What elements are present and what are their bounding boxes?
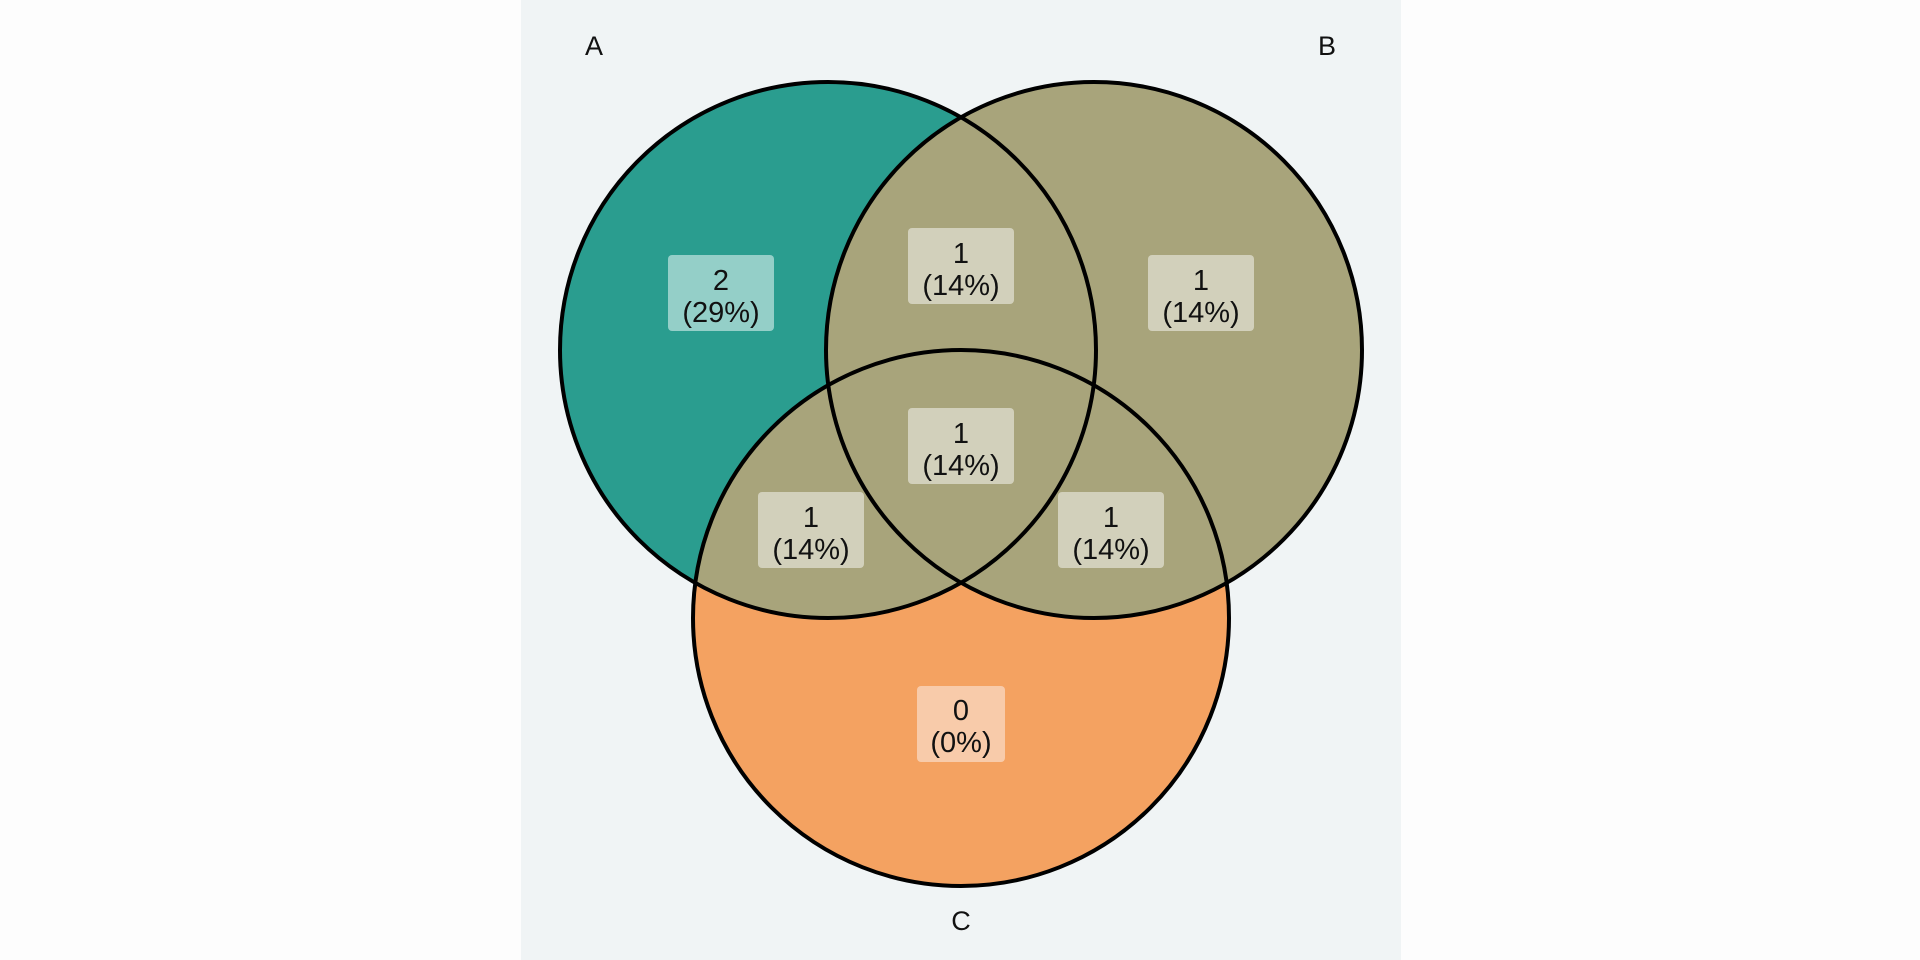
set-a-label: A bbox=[585, 31, 603, 61]
region-ab-percent: (14%) bbox=[922, 270, 999, 302]
set-c-outline bbox=[691, 348, 1231, 888]
region-ab-count: 1 bbox=[953, 238, 969, 270]
region-c-only-percent: (0%) bbox=[930, 727, 991, 759]
region-a-only-count: 2 bbox=[713, 265, 729, 297]
region-bc-label-box bbox=[1058, 492, 1164, 568]
region-a-only: 2 (29%) bbox=[668, 255, 774, 331]
set-b-label: B bbox=[1318, 31, 1336, 61]
region-abc-percent: (14%) bbox=[922, 450, 999, 482]
region-b-only-percent: (14%) bbox=[1162, 297, 1239, 329]
region-c-only-label-box bbox=[917, 686, 1005, 762]
region-ab: 1 (14%) bbox=[908, 228, 1014, 304]
region-b-only-label-box bbox=[1148, 255, 1254, 331]
region-ac-percent: (14%) bbox=[772, 534, 849, 566]
region-b-only-count: 1 bbox=[1193, 265, 1209, 297]
set-b-outline bbox=[824, 80, 1364, 620]
region-bc: 1 (14%) bbox=[1058, 492, 1164, 568]
region-ac-count: 1 bbox=[803, 502, 819, 534]
region-a-only-label-box bbox=[668, 255, 774, 331]
region-bc-percent: (14%) bbox=[1072, 534, 1149, 566]
region-c-only: 0 (0%) bbox=[917, 686, 1005, 762]
set-c-label: C bbox=[951, 906, 971, 936]
region-ac: 1 (14%) bbox=[758, 492, 864, 568]
region-b-only: 1 (14%) bbox=[1148, 255, 1254, 331]
set-a-outline bbox=[558, 80, 1098, 620]
region-abc-label-box bbox=[908, 408, 1014, 484]
region-abc: 1 (14%) bbox=[908, 408, 1014, 484]
region-ab-label-box bbox=[908, 228, 1014, 304]
region-abc-count: 1 bbox=[953, 418, 969, 450]
region-ac-label-box bbox=[758, 492, 864, 568]
region-bc-count: 1 bbox=[1103, 502, 1119, 534]
region-a-only-percent: (29%) bbox=[682, 297, 759, 329]
region-c-only-count: 0 bbox=[953, 695, 969, 727]
